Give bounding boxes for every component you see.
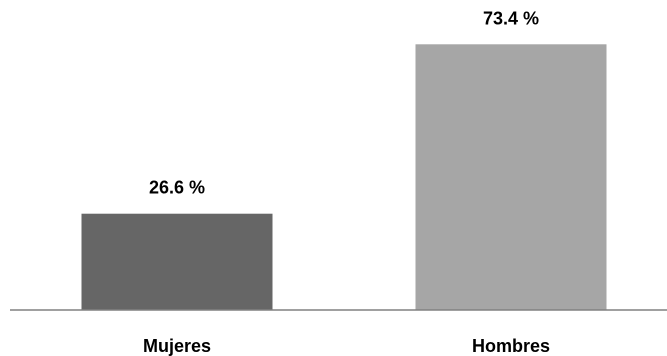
x-tick-label-mujeres: Mujeres (143, 336, 211, 356)
x-tick-labels-group: Mujeres Hombres (143, 336, 550, 356)
bar-mujeres (81, 213, 273, 310)
data-label-hombres: 73.4 % (483, 8, 539, 28)
data-labels-group: 26.6 % 73.4 % (149, 8, 539, 197)
data-label-mujeres: 26.6 % (149, 178, 205, 198)
x-tick-label-hombres: Hombres (472, 336, 550, 356)
bar-hombres (415, 44, 607, 311)
bars-group (81, 44, 607, 311)
